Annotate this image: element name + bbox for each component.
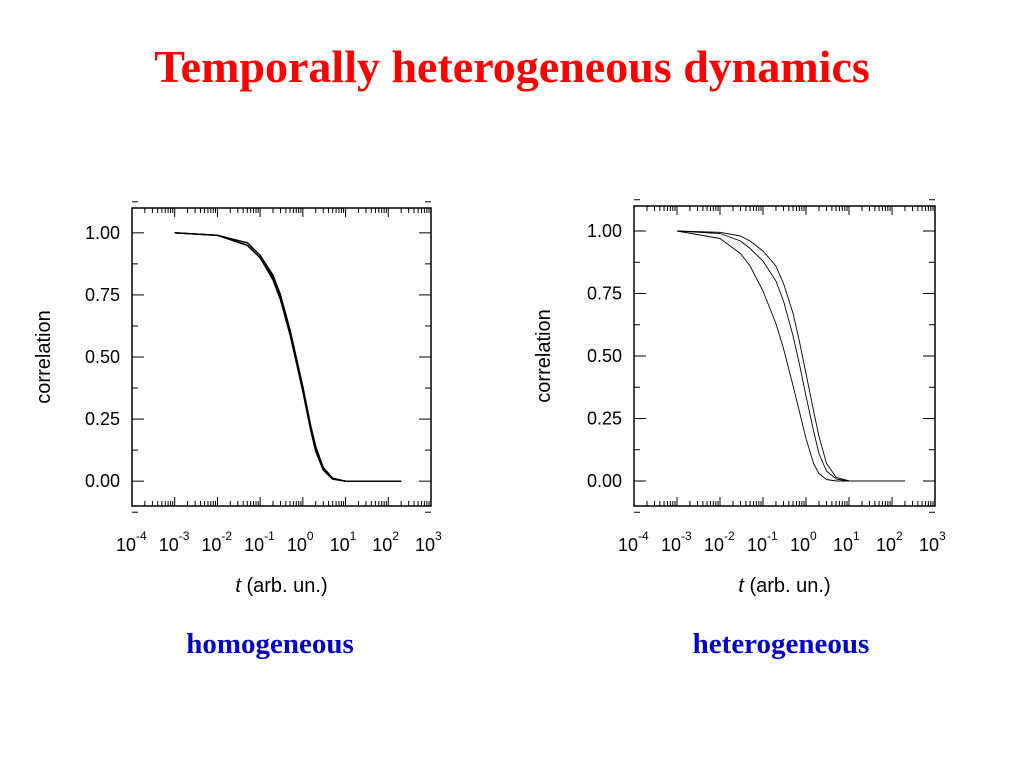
- x-tick-label: 10 1: [330, 529, 357, 555]
- x-axis-title-rest: (arb. un.): [241, 575, 328, 597]
- x-tick-exponent: 0: [307, 529, 314, 543]
- x-tick-exponent: -2: [724, 529, 735, 543]
- y-axis-title: correlation: [533, 309, 555, 402]
- x-tick-label: 10 2: [372, 529, 399, 555]
- x-tick-base: 10: [790, 535, 810, 555]
- y-axis-title: correlation: [33, 310, 55, 403]
- y-tick-label: 0.75: [587, 284, 622, 304]
- x-tick-label: 10 -3: [159, 529, 190, 555]
- x-tick-exponent: -3: [179, 529, 190, 543]
- series-line-2: [174, 232, 402, 482]
- x-tick-exponent: -3: [681, 529, 692, 543]
- x-axis-title: t (arb. un.): [235, 575, 327, 597]
- x-tick-base: 10: [919, 535, 939, 555]
- x-tick-base: 10: [372, 535, 392, 555]
- x-tick-base: 10: [244, 535, 264, 555]
- x-tick-exponent: -4: [638, 529, 649, 543]
- series-line-2: [676, 230, 905, 482]
- x-tick-base: 10: [876, 535, 896, 555]
- series-line-1: [174, 232, 402, 482]
- x-tick-exponent: 2: [392, 529, 399, 543]
- x-tick-label: 10 0: [790, 529, 817, 555]
- y-tick-label: 0.25: [587, 409, 622, 429]
- y-tick-label: 1.00: [85, 223, 120, 243]
- x-axis-title-rest: (arb. un.): [744, 575, 831, 597]
- y-tick-label: 0.50: [587, 346, 622, 366]
- caption-heterogeneous: heterogeneous: [692, 628, 870, 660]
- x-tick-base: 10: [159, 535, 179, 555]
- x-tick-exponent: -1: [264, 529, 275, 543]
- x-tick-label: 10 -1: [747, 529, 778, 555]
- x-tick-exponent: 3: [435, 529, 442, 543]
- series-line-3: [676, 230, 905, 482]
- x-axis-title-italic: t: [738, 575, 745, 597]
- x-tick-label: 10 -1: [244, 529, 275, 555]
- x-tick-exponent: 1: [853, 529, 860, 543]
- x-tick-label: 10 -4: [618, 529, 649, 555]
- x-tick-base: 10: [287, 535, 307, 555]
- x-tick-label: 10 1: [833, 529, 860, 555]
- x-tick-base: 10: [415, 535, 435, 555]
- x-tick-base: 10: [747, 535, 767, 555]
- y-tick-label: 1.00: [587, 221, 622, 241]
- x-tick-label: 10 3: [415, 529, 442, 555]
- x-tick-exponent: 2: [896, 529, 903, 543]
- plot-frame: [131, 207, 432, 507]
- x-tick-exponent: -1: [767, 529, 778, 543]
- x-tick-label: 10 -2: [201, 529, 232, 555]
- x-axis-title: t (arb. un.): [738, 575, 830, 597]
- x-tick-base: 10: [618, 535, 638, 555]
- x-axis-title-italic: t: [235, 575, 242, 597]
- y-tick-label: 0.50: [85, 347, 120, 367]
- series-line-3: [174, 232, 402, 482]
- y-tick-label: 0.75: [85, 285, 120, 305]
- caption-homogeneous: homogeneous: [186, 628, 354, 660]
- x-tick-base: 10: [116, 535, 136, 555]
- x-tick-label: 10 2: [876, 529, 903, 555]
- x-tick-label: 10 -3: [661, 529, 692, 555]
- x-tick-exponent: 0: [810, 529, 817, 543]
- x-tick-label: 10 0: [287, 529, 314, 555]
- x-tick-label: 10 -4: [116, 529, 147, 555]
- y-tick-label: 0.25: [85, 409, 120, 429]
- x-tick-base: 10: [661, 535, 681, 555]
- x-tick-label: 10 -2: [704, 529, 735, 555]
- slide-title: Temporally heterogeneous dynamics: [154, 41, 870, 92]
- x-tick-base: 10: [833, 535, 853, 555]
- x-tick-label: 10 3: [919, 529, 946, 555]
- x-tick-base: 10: [704, 535, 724, 555]
- x-tick-base: 10: [201, 535, 221, 555]
- x-tick-base: 10: [330, 535, 350, 555]
- series-line-1: [676, 230, 905, 482]
- x-tick-exponent: -2: [221, 529, 232, 543]
- x-tick-exponent: 3: [939, 529, 946, 543]
- plot-frame: [633, 205, 936, 507]
- y-tick-label: 0.00: [85, 471, 120, 491]
- x-tick-exponent: 1: [350, 529, 357, 543]
- x-tick-exponent: -4: [136, 529, 147, 543]
- y-tick-label: 0.00: [587, 471, 622, 491]
